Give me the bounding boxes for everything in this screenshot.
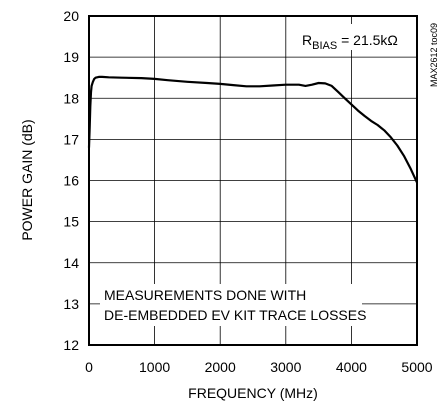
y-tick-label: 14 xyxy=(63,255,79,271)
x-tick-label: 3000 xyxy=(270,359,301,375)
series-line xyxy=(87,75,418,184)
y-tick-label: 20 xyxy=(63,8,79,24)
rbias-subscript: BIAS xyxy=(312,40,337,52)
annotation-rbias: RBIAS = 21.5kΩ xyxy=(297,24,407,52)
x-tick-label: 2000 xyxy=(205,359,236,375)
rbias-value: = 21.5kΩ xyxy=(337,32,398,48)
y-tick-label: 12 xyxy=(63,337,79,353)
plot-frame xyxy=(88,15,418,346)
y-tick-labels: 12 13 14 15 16 17 18 19 20 xyxy=(63,8,79,353)
y-tick-label: 17 xyxy=(63,131,79,147)
y-axis-label: POWER GAIN (dB) xyxy=(19,119,35,240)
note-line-2: DE-EMBEDDED EV KIT TRACE LOSSES xyxy=(104,307,366,323)
x-tick-label: 4000 xyxy=(336,359,367,375)
x-tick-label: 1000 xyxy=(139,359,170,375)
figure-id: MAX2612 toc09 xyxy=(429,23,439,87)
x-tick-label: 5000 xyxy=(401,359,432,375)
y-tick-label: 15 xyxy=(63,214,79,230)
y-tick-label: 19 xyxy=(63,49,79,65)
x-tick-labels: 0 1000 2000 3000 4000 5000 xyxy=(85,359,433,375)
y-tick-label: 18 xyxy=(63,90,79,106)
y-tick-label: 13 xyxy=(63,296,79,312)
svg-text:RBIAS = 21.5kΩ: RBIAS = 21.5kΩ xyxy=(302,32,398,52)
note-line-1: MEASUREMENTS DONE WITH xyxy=(104,287,306,303)
x-tick-label: 0 xyxy=(85,359,93,375)
annotation-note: MEASUREMENTS DONE WITH DE-EMBEDDED EV KI… xyxy=(100,284,366,326)
y-tick-label: 16 xyxy=(63,173,79,189)
rbias-symbol: R xyxy=(302,32,312,48)
x-axis-label: FREQUENCY (MHz) xyxy=(188,385,318,401)
